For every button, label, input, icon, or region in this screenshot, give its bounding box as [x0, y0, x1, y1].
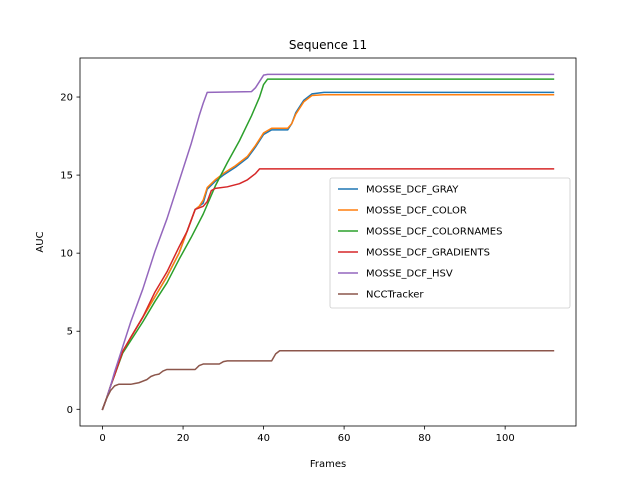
y-tick-label: 15: [60, 171, 73, 182]
x-axis-label: Frames: [310, 459, 346, 470]
x-tick-label: 80: [418, 433, 431, 444]
legend-label: MOSSE_DCF_COLORNAMES: [366, 227, 502, 238]
series-line-mosse-dcf-hsv: [101, 73, 555, 411]
y-axis-ticks: 0 5 10 15 20: [60, 93, 80, 416]
x-tick-label: 40: [257, 433, 270, 444]
legend-label: MOSSE_DCF_GRAY: [366, 185, 459, 196]
x-tick-label: 20: [177, 433, 190, 444]
legend-label: MOSSE_DCF_COLOR: [366, 206, 467, 217]
x-axis-ticks: 0 20 40 60 80 100: [99, 426, 515, 444]
legend-label: NCCTracker: [366, 290, 424, 301]
y-axis-label: AUC: [35, 231, 46, 252]
x-tick-label: 100: [496, 433, 515, 444]
series-line-mosse-dcf-gradients: [101, 168, 555, 411]
y-tick-label: 20: [60, 93, 73, 104]
plot-area-frame: [79, 57, 577, 427]
series-lines: [101, 73, 555, 411]
x-tick-label: 0: [99, 433, 105, 444]
legend: MOSSE_DCF_GRAY MOSSE_DCF_COLOR MOSSE_DCF_C…: [329, 177, 571, 309]
legend-box: [329, 177, 571, 309]
legend-label: MOSSE_DCF_GRADIENTS: [366, 248, 490, 259]
legend-label: MOSSE_DCF_HSV: [366, 269, 453, 280]
y-tick-label: 5: [67, 327, 73, 338]
x-tick-label: 60: [338, 433, 351, 444]
y-tick-label: 10: [60, 249, 73, 260]
series-line-ncctracker: [101, 350, 555, 411]
y-tick-label: 0: [67, 405, 73, 416]
chart-title: Sequence 11: [289, 38, 367, 52]
